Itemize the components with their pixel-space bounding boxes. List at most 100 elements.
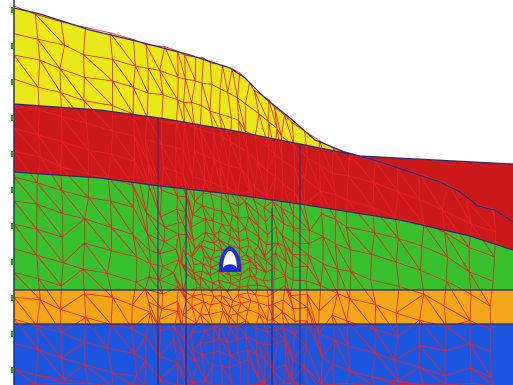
- left-axis: [11, 0, 15, 385]
- mesh-edge: [226, 186, 230, 203]
- mesh-edge: [174, 326, 184, 354]
- mesh-edge: [82, 268, 108, 274]
- mesh-edge: [60, 21, 65, 46]
- mesh-edge: [264, 242, 279, 257]
- mesh-edge: [191, 245, 202, 258]
- mesh-edge: [191, 306, 201, 315]
- mesh-edge: [37, 348, 62, 359]
- mesh-edge: [248, 216, 259, 227]
- mesh-edge: [199, 105, 202, 130]
- mesh-edge: [232, 68, 240, 74]
- mesh-edge: [205, 365, 213, 381]
- mesh-edge: [266, 176, 277, 197]
- mesh-edge: [226, 291, 234, 301]
- mesh-edge: [321, 214, 324, 237]
- mesh-edge: [318, 293, 339, 312]
- mesh-edge: [177, 51, 179, 78]
- mesh-edge: [444, 231, 470, 272]
- mesh-edge: [334, 339, 351, 372]
- mesh-edge: [306, 280, 321, 287]
- mesh-edge: [245, 227, 260, 238]
- mesh-edge: [304, 157, 308, 180]
- mesh-edge: [237, 97, 246, 132]
- mesh-edge: [348, 345, 376, 354]
- mesh-edge: [350, 249, 372, 255]
- mesh-edge: [210, 181, 222, 188]
- mesh-edge: [347, 154, 351, 176]
- mesh-edge: [229, 275, 241, 281]
- mesh-edge: [195, 354, 203, 363]
- mesh-edge: [256, 353, 266, 360]
- layer-bedrock: [14, 324, 513, 385]
- mesh-edge: [441, 209, 445, 233]
- mesh-edge: [146, 93, 149, 118]
- mesh-edge: [187, 234, 196, 249]
- mesh-edge: [293, 145, 296, 169]
- mesh-edge: [275, 176, 284, 185]
- mesh-edge: [177, 362, 186, 385]
- mesh-edge: [36, 325, 62, 359]
- mesh-edge: [249, 267, 258, 269]
- mesh-edge: [177, 99, 185, 126]
- mesh-edge: [292, 345, 307, 360]
- mesh-edge: [38, 278, 61, 310]
- mesh-edge: [175, 147, 177, 172]
- mesh-edge: [282, 311, 284, 328]
- mesh-edge: [204, 327, 215, 332]
- mesh-edge: [256, 379, 260, 385]
- mesh-edge: [193, 231, 206, 241]
- mesh-edge: [132, 234, 150, 251]
- mesh-edge: [150, 312, 162, 331]
- mesh-edge: [175, 171, 188, 198]
- mesh-edge: [226, 342, 232, 357]
- mesh-edge: [158, 339, 174, 357]
- mesh-edge: [61, 213, 64, 238]
- mesh-edge: [203, 192, 211, 195]
- mesh-edge: [163, 167, 178, 197]
- mesh-edge: [229, 214, 233, 227]
- mesh-edge: [183, 102, 186, 126]
- mesh-edge: [280, 207, 285, 225]
- mesh-edge: [258, 236, 266, 256]
- mesh-edge: [149, 250, 151, 264]
- mesh-edge: [293, 227, 310, 231]
- mesh-edge: [183, 175, 196, 202]
- mesh-edge: [194, 245, 202, 249]
- mesh-edge: [349, 370, 374, 385]
- mesh-edge: [447, 183, 467, 202]
- mesh-edge: [164, 233, 180, 243]
- mesh-edge: [219, 311, 224, 324]
- mesh-edge: [201, 293, 205, 302]
- mesh-edge: [239, 237, 248, 242]
- mesh-edge: [181, 263, 194, 274]
- mesh-edge: [212, 279, 219, 284]
- mesh-edge: [84, 341, 108, 349]
- mesh-edge: [112, 130, 136, 162]
- mesh-edge: [370, 279, 377, 305]
- mesh-edge: [38, 135, 41, 158]
- mesh-edge: [175, 249, 183, 264]
- mesh-edge: [349, 154, 376, 162]
- mesh-edge: [227, 315, 231, 328]
- mesh-edge: [228, 202, 233, 216]
- mesh-edge: [187, 274, 196, 281]
- tunnel-opening-icon[interactable]: [218, 246, 242, 272]
- mesh-edge: [346, 199, 374, 209]
- mesh-edge: [177, 301, 184, 316]
- mesh-edge: [88, 150, 109, 178]
- mesh-edge: [38, 278, 62, 287]
- mesh-edge: [322, 236, 336, 245]
- mesh-edge: [146, 116, 162, 145]
- mesh-edge: [36, 299, 41, 326]
- mesh-edge: [177, 51, 186, 80]
- mesh-edge: [181, 263, 197, 281]
- mesh-edge: [173, 272, 187, 301]
- mesh-edge: [308, 254, 324, 265]
- mesh-edge: [230, 352, 239, 357]
- mesh-edge: [159, 308, 163, 320]
- mesh-edge: [272, 303, 283, 313]
- mesh-edge: [64, 44, 84, 56]
- mesh-edge: [337, 293, 350, 300]
